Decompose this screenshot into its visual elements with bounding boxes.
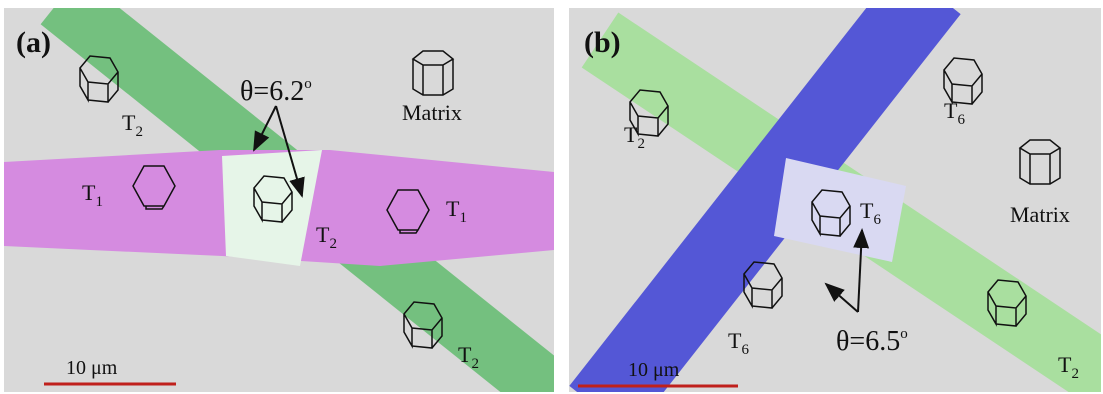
label-sub: 6	[873, 212, 881, 228]
matrix-label: Matrix	[1010, 202, 1070, 227]
label-sub: 1	[459, 210, 467, 226]
angle-label: θ=6.5o	[836, 326, 908, 357]
scale-label: 10 μm	[66, 357, 118, 379]
label-text: T	[458, 342, 472, 367]
label-text: T	[1058, 352, 1072, 377]
angle-label: θ=6.2o	[240, 76, 312, 107]
label-sub: 2	[471, 356, 479, 372]
angle-text: θ=6.2	[240, 76, 304, 107]
panel-label: (b)	[584, 26, 621, 59]
angle-sup: o	[304, 76, 312, 92]
label-sub: 2	[329, 236, 337, 252]
label-sub: 2	[637, 136, 645, 152]
scale-label: 10 μm	[628, 359, 680, 381]
label-sub: 6	[957, 112, 965, 128]
matrix-label: Matrix	[402, 100, 462, 125]
panel-label: (a)	[16, 26, 51, 59]
label-text: T	[624, 122, 638, 147]
label-text: T	[446, 196, 460, 221]
label-sub: 1	[95, 194, 103, 210]
label-text: T	[82, 180, 96, 205]
label-text: T	[860, 198, 874, 223]
angle-sup: o	[900, 326, 908, 342]
panel-b: (b) T2 T6 T6 T6 T2 θ=6.5o Matrix 10 μm	[569, 0, 1103, 394]
label-sub: 2	[1071, 366, 1079, 382]
label-text: T	[316, 222, 330, 247]
label-text: T	[122, 110, 136, 135]
angle-text: θ=6.5	[836, 326, 900, 357]
label-text: T	[944, 98, 958, 123]
panel-a: (a) T2 T1 T2 T1 T2 θ=6.2o Matrix 10 μm	[4, 0, 560, 394]
label-sub: 2	[135, 124, 143, 140]
figure: (a) T2 T1 T2 T1 T2 θ=6.2o Matrix 10 μm (…	[0, 0, 1103, 394]
label-text: T	[728, 328, 742, 353]
label-sub: 6	[741, 342, 749, 358]
